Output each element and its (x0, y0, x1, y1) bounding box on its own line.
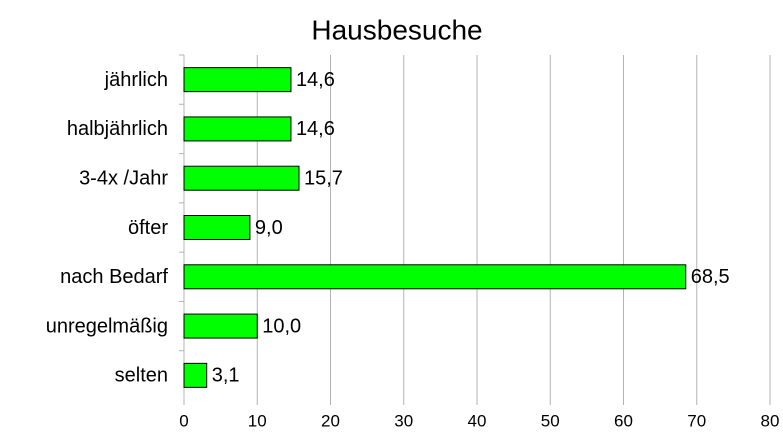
bar (183, 215, 251, 240)
bar (183, 264, 687, 290)
x-tick-label: 30 (394, 411, 413, 430)
y-tick-label: unregelmäßig (46, 315, 168, 337)
value-label: 14,6 (296, 69, 335, 91)
x-tick-label: 10 (248, 411, 267, 430)
x-tick-label: 0 (179, 411, 188, 430)
y-tick-label: jährlich (104, 69, 168, 91)
value-label: 68,5 (691, 266, 730, 288)
bar (183, 362, 208, 388)
chart-title: Hausbesuche (311, 14, 482, 45)
value-label: 15,7 (304, 167, 343, 189)
y-tick-label: halbjährlich (67, 118, 168, 140)
x-tick-label: 50 (541, 411, 560, 430)
bar (183, 313, 258, 339)
value-label: 10,0 (262, 315, 301, 337)
x-tick-label: 80 (761, 411, 780, 430)
y-tick-label: nach Bedarf (60, 266, 168, 288)
y-tick-label: 3-4x /Jahr (79, 167, 168, 189)
value-label: 14,6 (296, 118, 335, 140)
x-tick-label: 60 (614, 411, 633, 430)
value-label: 3,1 (212, 365, 240, 387)
x-tick-label: 70 (687, 411, 706, 430)
y-tick-label: selten (115, 365, 168, 387)
bar (183, 165, 300, 191)
y-tick-label: öfter (128, 217, 168, 239)
x-tick-label: 20 (321, 411, 340, 430)
value-label: 9,0 (255, 217, 283, 239)
bar (183, 116, 292, 142)
x-tick-label: 40 (468, 411, 487, 430)
bar (183, 67, 292, 93)
